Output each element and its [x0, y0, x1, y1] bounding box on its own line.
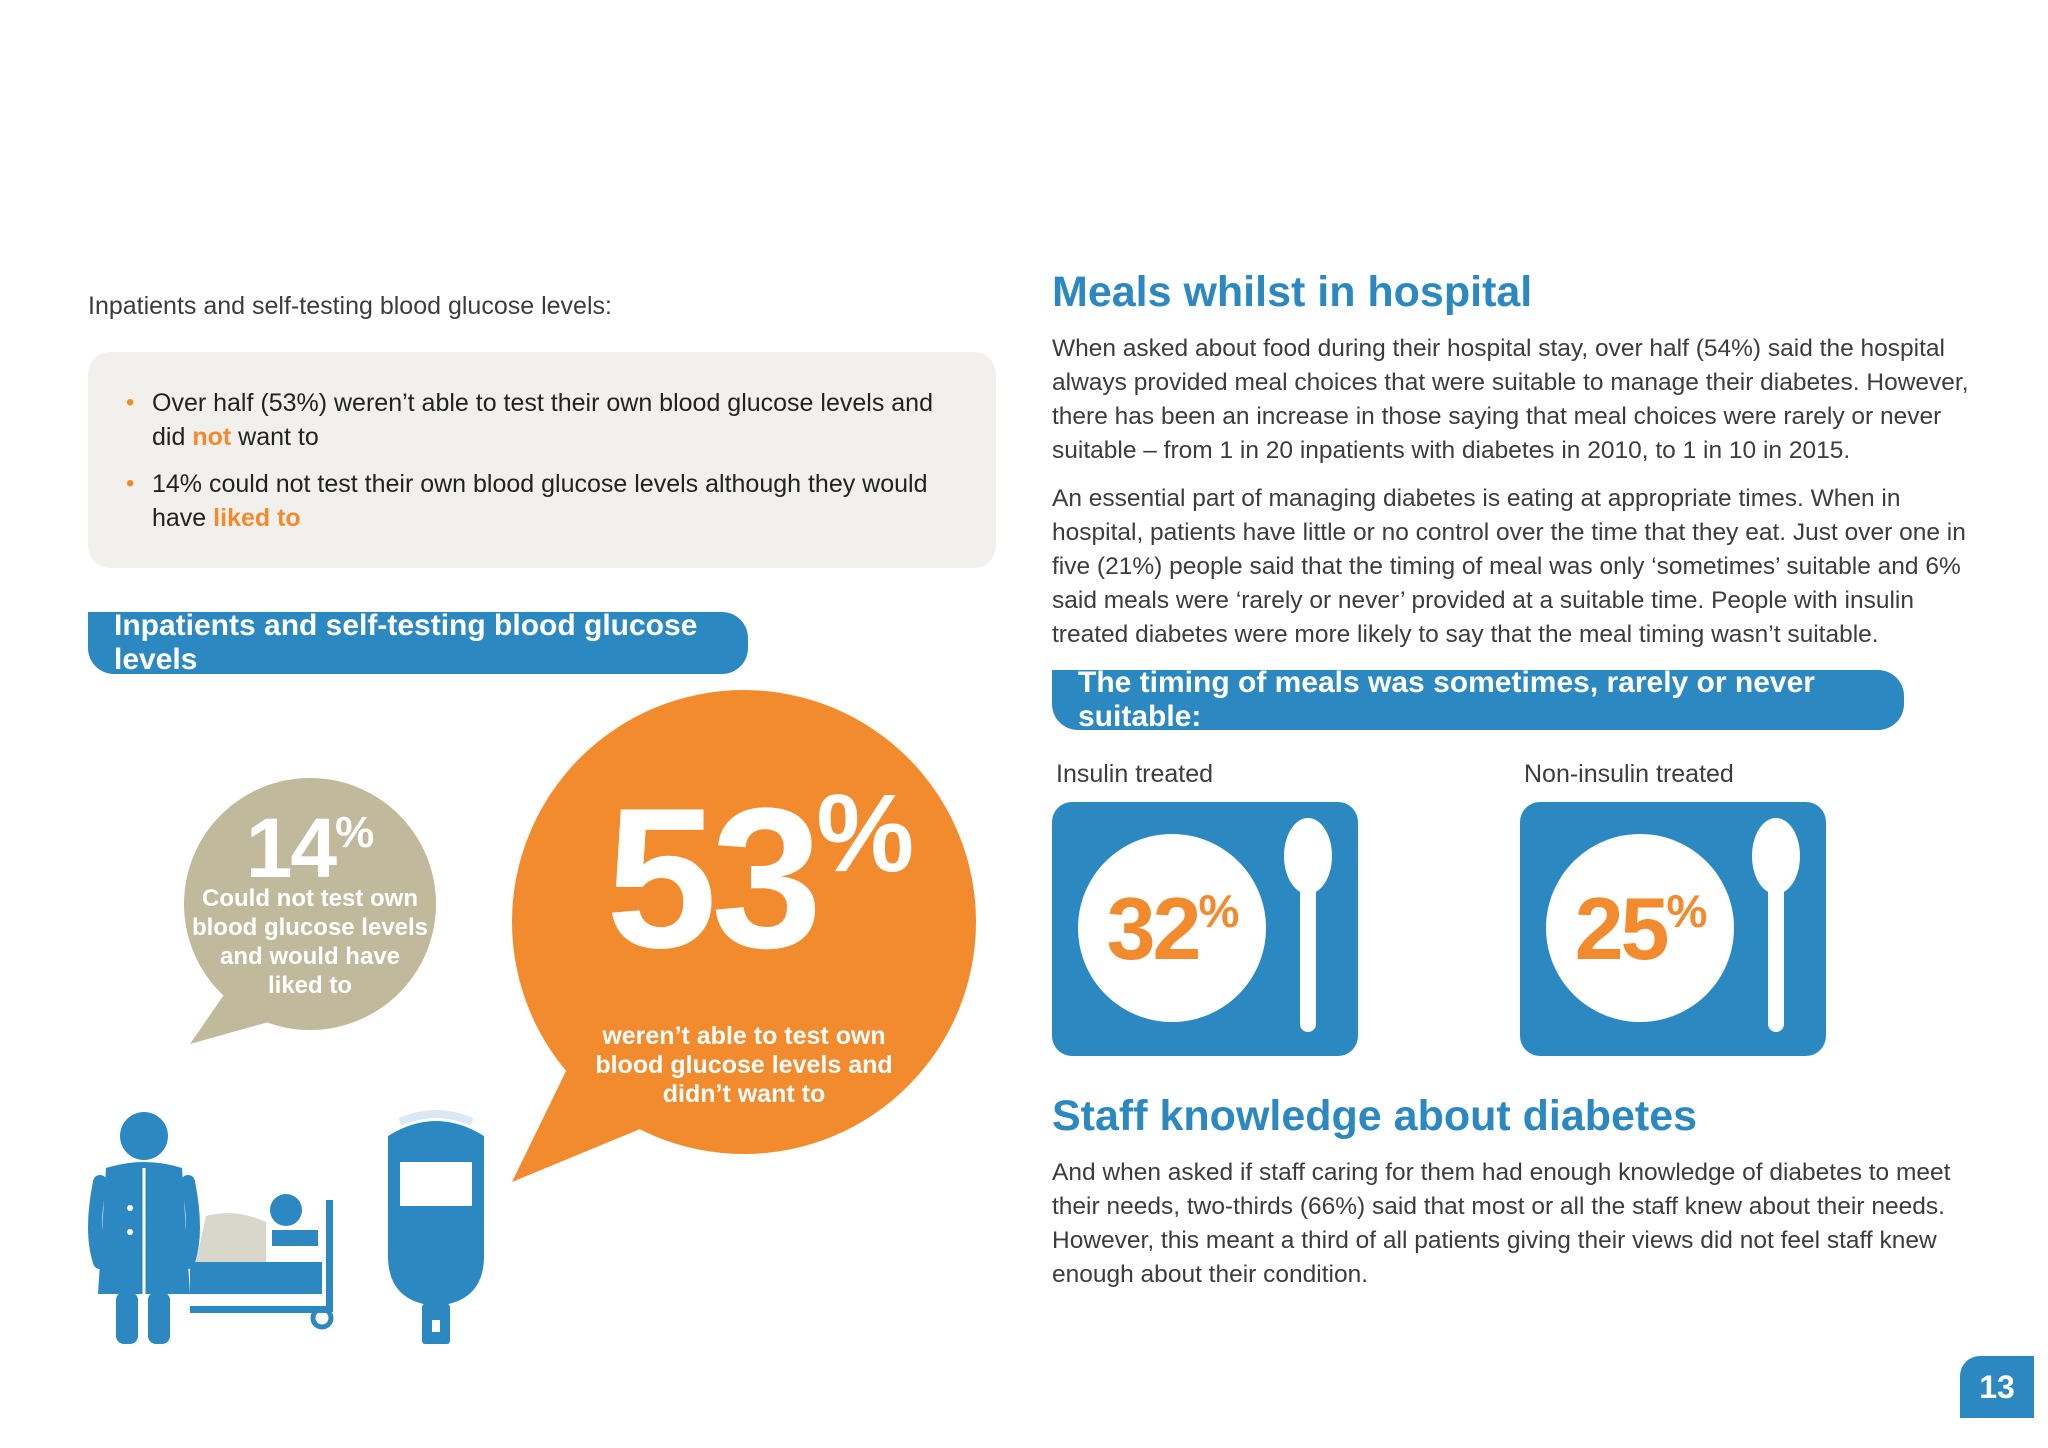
- unit-percent: %: [335, 808, 375, 857]
- plate-value: 25%: [1546, 878, 1736, 980]
- bullet-text: want to: [231, 423, 319, 451]
- bullet-item: 14% could not test their own blood gluco…: [126, 467, 956, 535]
- large-bubble-caption: weren’t able to test own blood glucose l…: [584, 1022, 904, 1109]
- staff-heading: Staff knowledge about diabetes: [1052, 1092, 1698, 1140]
- unit-percent: %: [1198, 885, 1240, 937]
- staff-paragraph: And when asked if staff caring for them …: [1052, 1156, 1972, 1292]
- paragraph-text: When asked about food during their hospi…: [1052, 335, 1969, 464]
- speech-bubble-small: [184, 778, 436, 1044]
- bullet-text: have: [152, 504, 214, 532]
- small-bubble-value: 14%: [180, 800, 440, 897]
- non-insulin-treated-label: Non-insulin treated: [1524, 760, 1734, 788]
- caption-line: blood glucose levels and: [595, 1051, 893, 1079]
- caption-line: blood glucose levels: [191, 914, 429, 941]
- bullet-text: Over half (53%) weren’t able to test the…: [152, 389, 933, 417]
- bullet-item: Over half (53%) weren’t able to test the…: [126, 386, 956, 454]
- caption-line: Could not test own: [202, 885, 418, 912]
- self-testing-banner: Inpatients and self-testing blood glucos…: [88, 609, 748, 676]
- plate-spoon-icon: [1546, 818, 1800, 1032]
- glucose-meter-icon: [388, 1110, 484, 1344]
- insulin-treated-label: Insulin treated: [1056, 760, 1214, 788]
- bullet-text: 14% could not test their own blood gluco…: [152, 470, 928, 498]
- highlight-not: not: [192, 423, 232, 451]
- plate-spoon-icon: [1078, 818, 1332, 1032]
- caption-line: didn’t want to: [662, 1080, 826, 1108]
- plate-value: 32%: [1078, 878, 1268, 980]
- large-bubble-value: 53%: [560, 770, 960, 984]
- intro-text: Inpatients and self-testing blood glucos…: [88, 292, 612, 320]
- value-53: 53: [605, 767, 822, 990]
- timing-banner: The timing of meals was sometimes, rarel…: [1052, 666, 1904, 733]
- paragraph-text: An essential part of managing diabetes i…: [1052, 485, 1966, 648]
- value-14: 14: [245, 801, 337, 895]
- value-25: 25: [1574, 879, 1670, 978]
- caption-line: and would have: [219, 943, 401, 970]
- unit-percent: %: [1666, 885, 1708, 937]
- bullet-box: Over half (53%) weren’t able to test the…: [88, 352, 996, 568]
- caption-line: liked to: [267, 972, 352, 999]
- bullet-text: did: [152, 423, 193, 451]
- meals-heading: Meals whilst in hospital: [1052, 268, 1533, 316]
- highlight-liked-to: liked to: [213, 504, 301, 532]
- plate-card-non-insulin: 25%: [1520, 802, 1826, 1056]
- plate-card-insulin: 32%: [1052, 802, 1358, 1056]
- value-32: 32: [1106, 879, 1202, 978]
- paragraph-text: And when asked if staff caring for them …: [1052, 1159, 1951, 1288]
- small-bubble-caption: Could not test own blood glucose levels …: [180, 884, 440, 1000]
- bullet-list: Over half (53%) weren’t able to test the…: [88, 352, 996, 535]
- meals-paragraph-1: When asked about food during their hospi…: [1052, 332, 1972, 468]
- caption-line: weren’t able to test own: [602, 1022, 886, 1050]
- speech-bubble-large: [512, 690, 976, 1182]
- doctor-patient-bed-icon: [88, 1112, 334, 1344]
- meals-paragraph-2: An essential part of managing diabetes i…: [1052, 482, 1972, 652]
- page-number: 13: [1960, 1356, 2034, 1418]
- unit-percent: %: [816, 772, 915, 895]
